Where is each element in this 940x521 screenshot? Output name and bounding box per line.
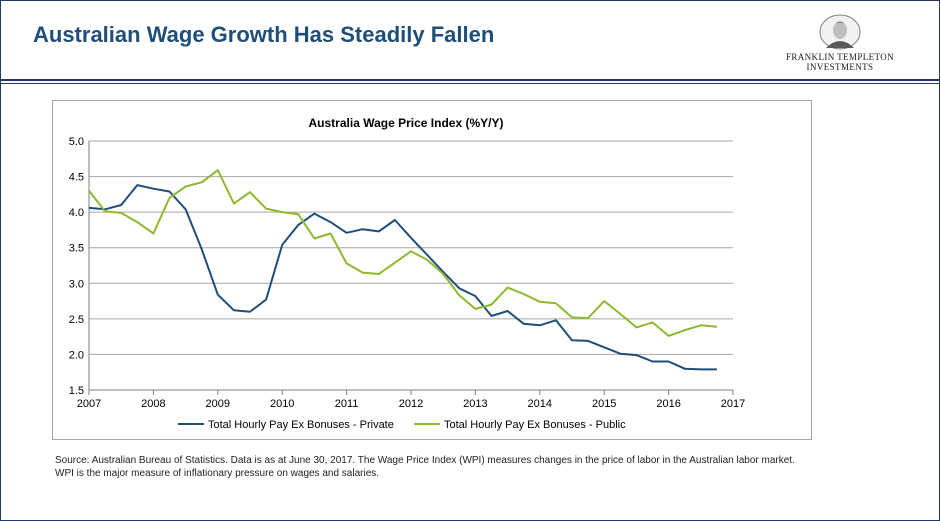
series-line-public [88, 169, 717, 337]
x-tick-label: 2017 [721, 398, 745, 410]
logo-text-line1: FRANKLIN TEMPLETON [785, 52, 895, 62]
header-rule-thick [0, 79, 940, 81]
x-tick-label: 2008 [141, 398, 165, 410]
y-tick-label: 2.5 [69, 314, 84, 326]
y-tick-label: 3.5 [69, 243, 84, 255]
y-tick-label: 1.5 [69, 385, 84, 397]
x-tick-label: 2015 [592, 398, 616, 410]
y-tick-label: 2.0 [69, 349, 84, 361]
franklin-templeton-logo: FRANKLIN TEMPLETON INVESTMENTS [770, 14, 910, 74]
x-tick-label: 2010 [270, 398, 294, 410]
legend-label-public: Total Hourly Pay Ex Bonuses - Public [444, 419, 626, 431]
y-tick-label: 3.0 [69, 278, 84, 290]
y-tick-label: 4.0 [69, 207, 84, 219]
series-line-private [88, 184, 717, 371]
slide-title: Australian Wage Growth Has Steadily Fall… [33, 22, 495, 47]
x-tick-label: 2012 [399, 398, 423, 410]
chart-border [52, 100, 812, 440]
x-tick-label: 2007 [77, 398, 101, 410]
y-tick-label: 4.5 [69, 172, 84, 184]
logo-portrait-icon [819, 14, 861, 50]
logo-text-line2: INVESTMENTS [806, 62, 874, 72]
header-rule-thin [0, 83, 940, 84]
x-tick-label: 2016 [656, 398, 680, 410]
y-tick-label: 5.0 [69, 136, 84, 148]
x-tick-label: 2009 [206, 398, 230, 410]
source-note: Source: Australian Bureau of Statistics.… [55, 455, 795, 479]
legend-label-private: Total Hourly Pay Ex Bonuses - Private [208, 419, 394, 431]
x-tick-label: 2011 [335, 398, 359, 410]
x-tick-label: 2014 [528, 398, 552, 410]
x-tick-label: 2013 [463, 398, 487, 410]
chart-title: Australia Wage Price Index (%Y/Y) [308, 116, 504, 130]
